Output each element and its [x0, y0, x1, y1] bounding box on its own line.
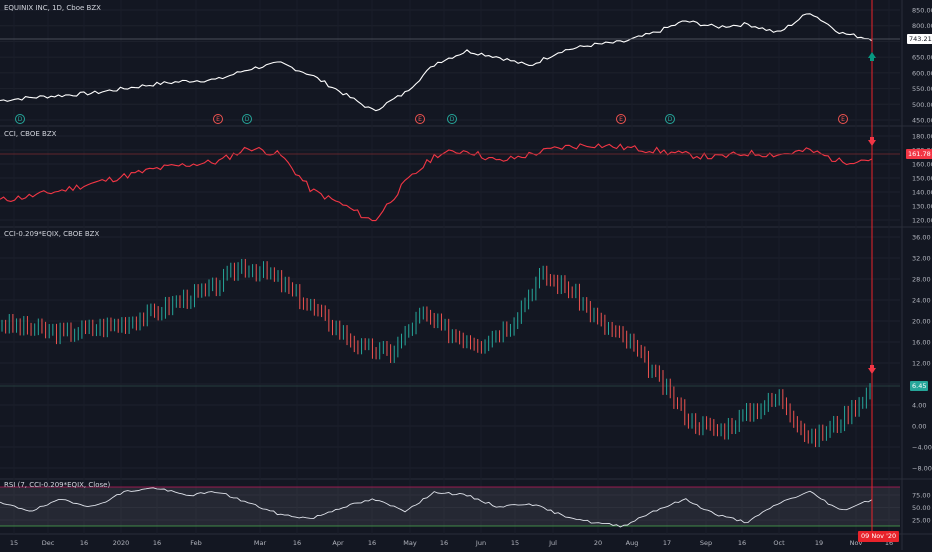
y-tick-label: 75.00 — [912, 492, 931, 500]
rsi-line — [0, 487, 873, 528]
y-tick-label: 800.00 — [912, 22, 932, 30]
down-arrow-marker — [868, 365, 876, 374]
y-tick-label: −4.00 — [912, 444, 932, 452]
earnings-event-marker[interactable]: E — [616, 114, 626, 124]
ratio-price-tag: 6.45 — [910, 381, 929, 391]
earnings-event-marker[interactable]: E — [838, 114, 848, 124]
x-tick-label: Apr — [332, 539, 344, 547]
x-tick-label: Jun — [475, 539, 486, 547]
x-tick-label: 15 — [511, 539, 519, 547]
y-tick-label: 120.00 — [912, 217, 932, 225]
up-arrow-marker — [868, 52, 876, 61]
y-tick-label: 4.00 — [912, 402, 926, 410]
x-tick-label: Mar — [254, 539, 267, 547]
y-tick-label: 650.00 — [912, 54, 932, 62]
x-tick-label: 17 — [663, 539, 671, 547]
x-tick-label: Nov — [850, 539, 863, 547]
y-tick-label: 850.00 — [912, 7, 932, 15]
y-tick-label: 25.00 — [912, 517, 931, 525]
main-price-tag: 743.21 — [907, 34, 932, 44]
y-tick-label: 140.00 — [912, 189, 932, 197]
x-tick-label: 16 — [368, 539, 376, 547]
x-tick-label: Sep — [700, 539, 712, 547]
y-tick-label: 20.00 — [912, 318, 931, 326]
x-tick-label: 16 — [153, 539, 161, 547]
rsi-pane-title: RSI (7, CCI-0.209*EQIX, Close) — [4, 481, 111, 489]
equinix-price-line — [0, 13, 873, 112]
ratio-pane-title: CCI-0.209*EQIX, CBOE BZX — [4, 230, 100, 238]
main-pane-title: EQUINIX INC, 1D, Cboe BZX — [4, 4, 101, 12]
x-tick-label: Aug — [626, 539, 639, 547]
x-tick-label: 15 — [10, 539, 18, 547]
y-tick-label: 50.00 — [912, 504, 931, 512]
y-tick-label: 550.00 — [912, 85, 932, 93]
y-tick-label: 150.00 — [912, 175, 932, 183]
y-tick-label: 450.00 — [912, 117, 932, 125]
x-tick-label: 16 — [293, 539, 301, 547]
cci-price-line — [0, 143, 873, 222]
x-tick-label: 16 — [80, 539, 88, 547]
y-tick-label: 24.00 — [912, 297, 931, 305]
x-tick-label: 16 — [885, 539, 893, 547]
dividend-event-marker[interactable]: D — [665, 114, 675, 124]
y-tick-label: 28.00 — [912, 276, 931, 284]
dividend-event-marker[interactable]: D — [447, 114, 457, 124]
earnings-event-marker[interactable]: E — [415, 114, 425, 124]
y-tick-label: 32.00 — [912, 255, 931, 263]
cci-pane-title: CCI, CBOE BZX — [4, 130, 57, 138]
y-tick-label: 160.00 — [912, 161, 932, 169]
y-tick-label: −8.00 — [912, 465, 932, 473]
down-arrow-marker — [868, 137, 876, 146]
earnings-event-marker[interactable]: E — [213, 114, 223, 124]
cci-price-tag: 161.78 — [906, 149, 932, 159]
x-tick-label: May — [403, 539, 417, 547]
y-tick-label: 180.00 — [912, 133, 932, 141]
dividend-event-marker[interactable]: D — [15, 114, 25, 124]
x-tick-label: 19 — [815, 539, 823, 547]
x-tick-label: Jul — [548, 539, 557, 547]
x-tick-label: 16 — [440, 539, 448, 547]
x-tick-label: 16 — [738, 539, 746, 547]
y-tick-label: 36.00 — [912, 234, 931, 242]
x-tick-label: 2020 — [113, 539, 130, 547]
y-tick-label: 12.00 — [912, 360, 931, 368]
y-tick-label: 500.00 — [912, 101, 932, 109]
dividend-event-marker[interactable]: D — [242, 114, 252, 124]
x-tick-label: Feb — [190, 539, 202, 547]
x-tick-label: Dec — [42, 539, 55, 547]
y-tick-label: 130.00 — [912, 203, 932, 211]
y-tick-label: 16.00 — [912, 339, 931, 347]
y-tick-label: 0.00 — [912, 423, 926, 431]
y-tick-label: 600.00 — [912, 69, 932, 77]
cursor-date-tag: 09 Nov '20 — [858, 531, 900, 542]
x-tick-label: Oct — [773, 539, 785, 547]
x-tick-label: 20 — [594, 539, 602, 547]
